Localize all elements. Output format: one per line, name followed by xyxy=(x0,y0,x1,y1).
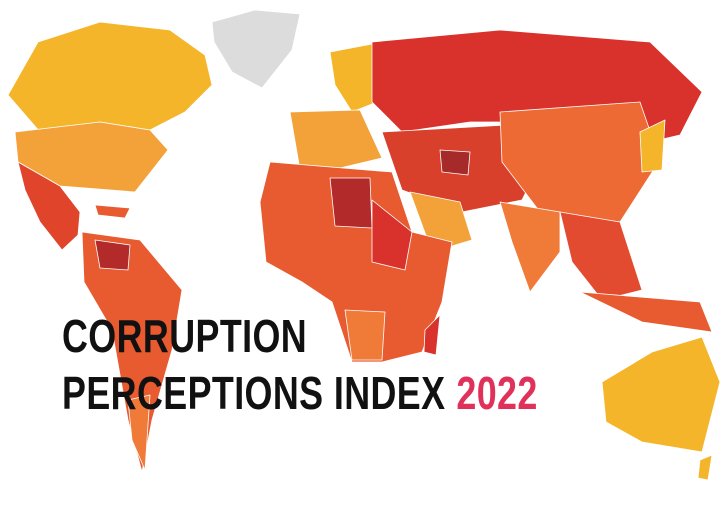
region xyxy=(559,211,643,301)
region xyxy=(639,119,666,173)
region xyxy=(499,101,661,223)
region xyxy=(697,454,713,481)
region xyxy=(7,21,213,133)
title-year: 2022 xyxy=(456,367,538,419)
title-line: PERCEPTIONS INDEX 2022 xyxy=(62,370,538,416)
region xyxy=(17,161,81,251)
region xyxy=(371,199,413,271)
region xyxy=(344,309,386,361)
region xyxy=(409,191,473,253)
title-text: PERCEPTIONS INDEX xyxy=(62,367,446,419)
region xyxy=(329,43,383,113)
region xyxy=(94,239,131,271)
region xyxy=(289,109,383,171)
region xyxy=(601,336,720,453)
title-line: CORRUPTION xyxy=(62,310,308,362)
region xyxy=(439,149,471,176)
region xyxy=(211,9,301,89)
region xyxy=(94,204,131,219)
region xyxy=(579,291,713,333)
region xyxy=(499,201,561,293)
region xyxy=(127,394,151,471)
region xyxy=(423,314,441,356)
region xyxy=(329,177,373,229)
